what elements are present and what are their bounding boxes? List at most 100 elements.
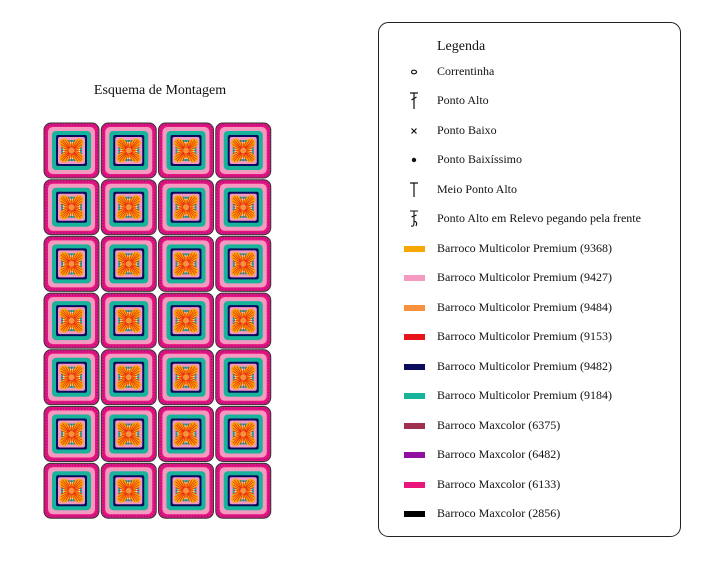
tile-border-dots	[159, 237, 213, 291]
tile-border-dots	[217, 124, 270, 177]
legend-label: Barroco Multicolor Premium (9484)	[437, 300, 612, 314]
legend-item: Correntinha	[410, 64, 495, 78]
legend-swatch	[404, 452, 425, 458]
tile-center	[125, 374, 132, 381]
tile-center	[240, 260, 247, 267]
tile-border-dots	[217, 351, 270, 404]
legend-item: Ponto Baixíssimo	[411, 152, 522, 166]
tile-center	[125, 487, 132, 494]
tile	[158, 235, 214, 292]
legend-item: Ponto Baixo	[411, 123, 497, 137]
legend-label: Barroco Multicolor Premium (9184)	[437, 388, 612, 402]
tile	[158, 179, 214, 236]
tile-border-dots	[102, 351, 155, 404]
tile	[100, 462, 157, 519]
tile-center	[240, 147, 247, 154]
tile-border-dots	[159, 294, 213, 347]
tile	[43, 122, 100, 179]
legend-swatch	[404, 275, 425, 281]
tile-border-dots	[102, 464, 155, 517]
tile-center	[125, 204, 132, 211]
tile	[43, 179, 100, 236]
legend-swatch	[404, 364, 425, 370]
tile	[158, 406, 214, 462]
legend-label: Correntinha	[437, 64, 495, 78]
tile-grid	[43, 122, 272, 519]
tile-center	[68, 487, 75, 494]
tile-border-dots	[102, 180, 155, 234]
tile	[158, 462, 214, 519]
tile-center	[183, 431, 189, 437]
legend-label: Ponto Baixíssimo	[437, 152, 522, 166]
tile-border-dots	[102, 407, 155, 461]
tile-border-dots	[45, 237, 98, 291]
legend-label: Ponto Alto em Relevo pegando pela frente	[437, 211, 641, 225]
tile-border-dots	[217, 464, 270, 517]
legend-swatch	[404, 482, 425, 488]
tile-border-dots	[102, 294, 155, 347]
tile-center	[125, 147, 132, 154]
tile-center	[183, 204, 189, 211]
symbol-chain	[410, 69, 418, 75]
legend-label: Barroco Multicolor Premium (9153)	[437, 329, 612, 343]
legend-label: Barroco Maxcolor (6375)	[437, 418, 560, 432]
tile	[100, 349, 157, 406]
legend-item: Barroco Multicolor Premium (9368)	[404, 241, 612, 255]
legend-swatch	[404, 511, 425, 517]
tile-border-dots	[217, 180, 270, 234]
tile-center	[240, 487, 247, 494]
legend-item: Barroco Maxcolor (6482)	[404, 447, 560, 461]
legend-item: Barroco Multicolor Premium (9484)	[404, 300, 612, 314]
tile	[43, 235, 100, 292]
legend-item: Ponto Alto em Relevo pegando pela frente	[410, 210, 641, 227]
tile-center	[183, 317, 189, 324]
legend-item: Barroco Maxcolor (6133)	[404, 477, 560, 491]
legend-item: Ponto Alto	[410, 92, 489, 109]
tile-border-dots	[159, 351, 213, 404]
symbol-single-crochet	[411, 128, 417, 134]
tile	[215, 349, 272, 406]
tile-border-dots	[45, 464, 98, 517]
legend-item: Meio Ponto Alto	[410, 182, 517, 197]
tile	[43, 406, 100, 462]
tile	[215, 406, 272, 462]
tile-border-dots	[159, 464, 213, 517]
tile-border-dots	[102, 237, 155, 291]
tile	[100, 292, 157, 349]
legend-item: Barroco Multicolor Premium (9153)	[404, 329, 612, 343]
legend-label: Barroco Multicolor Premium (9427)	[437, 270, 612, 284]
legend-box	[378, 22, 681, 537]
tile-border-dots	[45, 407, 98, 461]
symbol-slip-stitch	[411, 157, 417, 163]
tile-center	[240, 204, 247, 211]
legend-swatch	[404, 423, 425, 429]
legend-label: Barroco Multicolor Premium (9482)	[437, 359, 612, 373]
legend-label: Meio Ponto Alto	[437, 182, 517, 196]
legend-swatch	[404, 393, 425, 399]
tile-border-dots	[45, 351, 98, 404]
tile	[100, 406, 157, 462]
tile	[100, 235, 157, 292]
legend-swatch	[404, 246, 425, 252]
legend-label: Barroco Maxcolor (6133)	[437, 477, 560, 491]
tile	[158, 122, 214, 179]
tile-center	[68, 204, 75, 211]
legend-swatch	[404, 305, 425, 311]
legend-swatch	[404, 334, 425, 340]
tile-border-dots	[159, 124, 213, 177]
tile	[43, 349, 100, 406]
tile	[43, 292, 100, 349]
tile-center	[183, 147, 189, 154]
tile-center	[68, 260, 75, 267]
title: Esquema de Montagem	[94, 83, 226, 98]
tile	[100, 122, 157, 179]
tile	[215, 179, 272, 236]
tile-center	[125, 317, 132, 324]
symbol-front-post	[410, 210, 418, 227]
tile	[215, 292, 272, 349]
tile-center	[240, 374, 247, 381]
tile-center	[68, 431, 75, 437]
tile	[158, 349, 214, 406]
